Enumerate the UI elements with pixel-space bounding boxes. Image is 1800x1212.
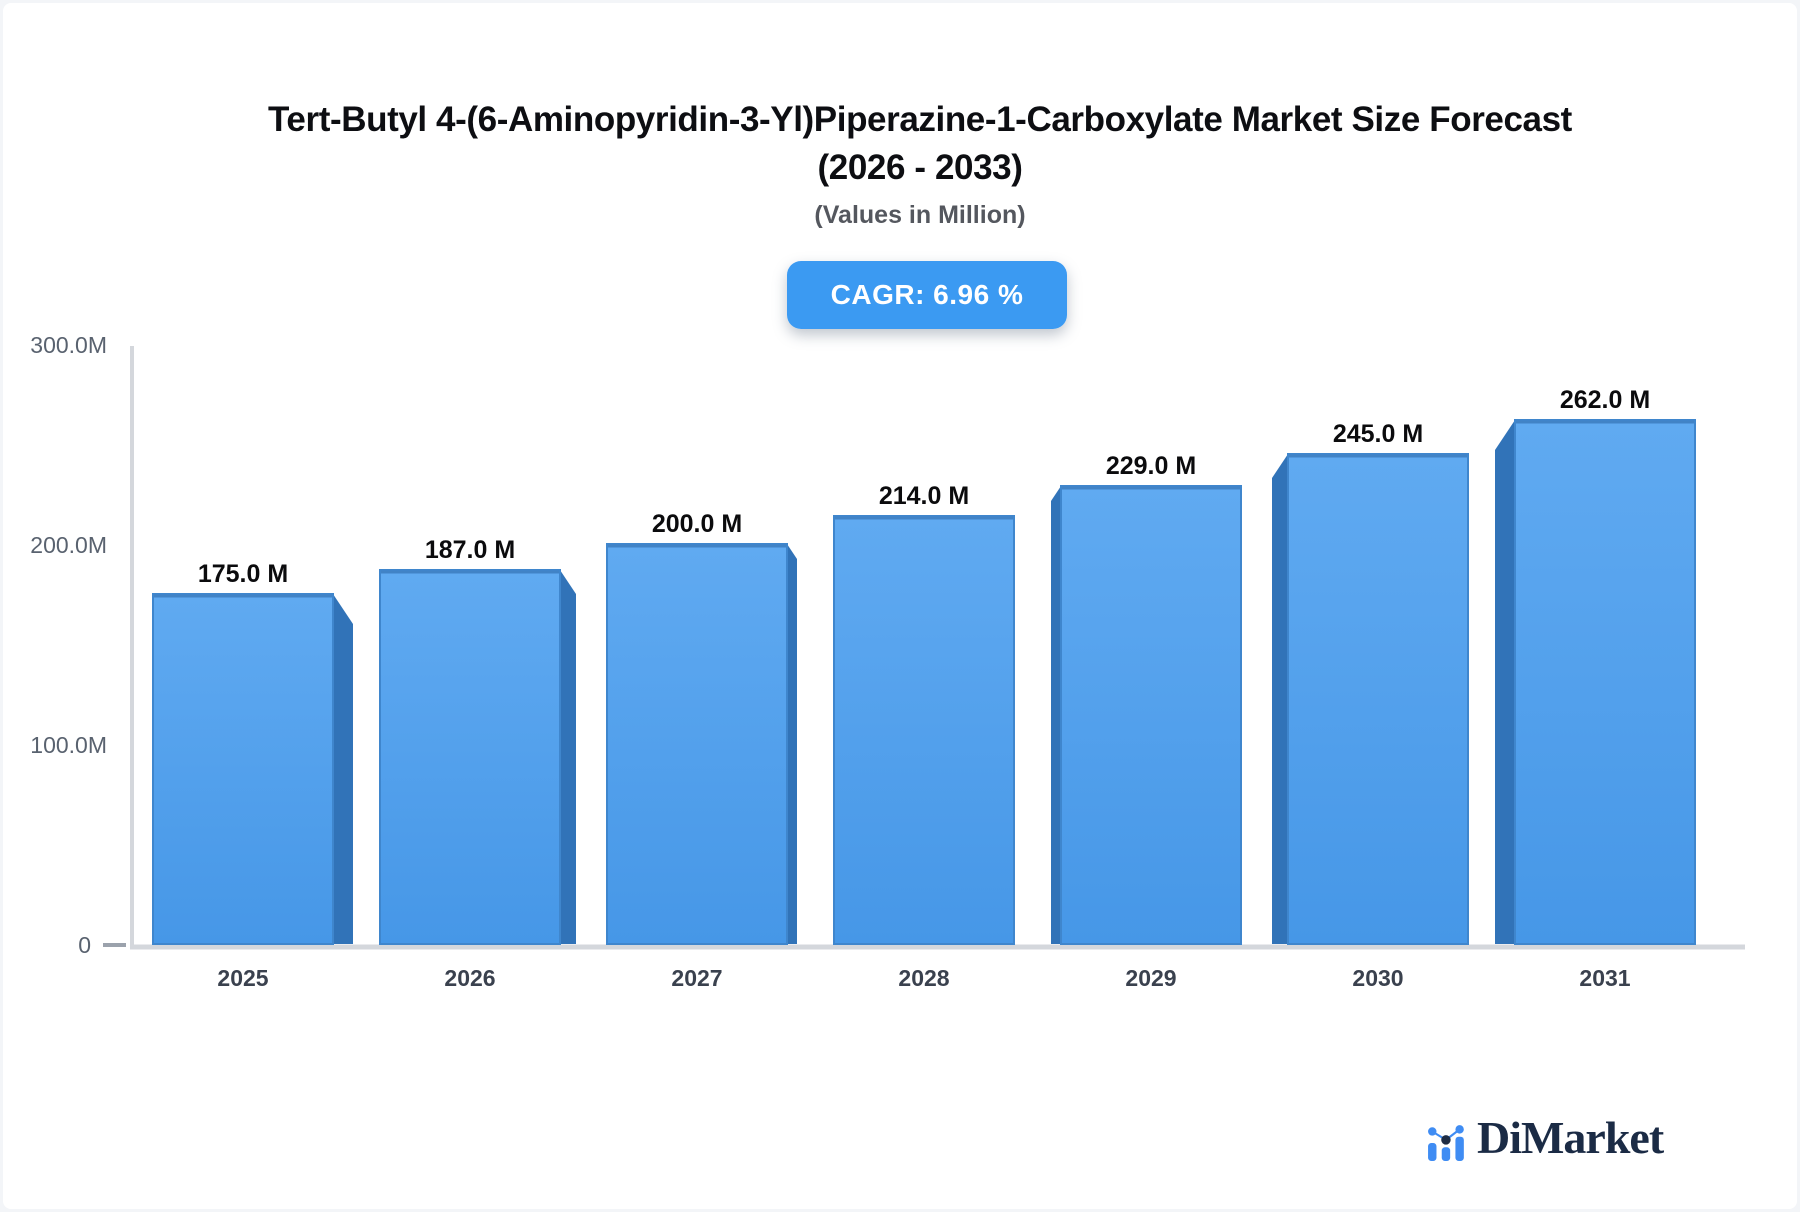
logo-bar-middle	[1441, 1147, 1451, 1161]
chart-title: Tert-Butyl 4-(6-Aminopyridin-3-Yl)Pipera…	[268, 100, 1572, 139]
x-axis-label-2029: 2029	[1125, 965, 1176, 991]
x-axis-label-2030: 2030	[1352, 965, 1403, 991]
bar-value-label-2031: 262.0 M	[1560, 386, 1650, 414]
y-axis-tick-200.0M: 200.0M	[30, 532, 107, 558]
bar-side	[333, 594, 353, 944]
bar-face[interactable]	[379, 569, 561, 945]
bar-value-label-2027: 200.0 M	[652, 510, 742, 538]
x-axis-label-2026: 2026	[444, 965, 495, 991]
bar-2030[interactable]	[1272, 453, 1469, 945]
bar-2027[interactable]	[606, 543, 797, 945]
x-axis-label-2028: 2028	[898, 965, 949, 991]
dimarket-logo-text: DiMarket	[1477, 1112, 1664, 1163]
bar-2025[interactable]	[152, 593, 353, 945]
bar-value-label-2029: 229.0 M	[1106, 452, 1196, 480]
bar-value-label-2028: 214.0 M	[879, 482, 969, 510]
bar-face[interactable]	[152, 593, 334, 945]
bar-face[interactable]	[833, 515, 1015, 945]
bar-chart: 300.0M 200.0M 100.0M 0 175.0 M 2025 187.0 M 202…	[30, 332, 1745, 991]
bar-2029[interactable]	[1051, 485, 1242, 945]
x-axis-label-2031: 2031	[1579, 965, 1630, 991]
bar-face[interactable]	[1287, 453, 1469, 945]
bar-side	[787, 544, 797, 944]
bar-face[interactable]	[606, 543, 788, 945]
logo-bar-left	[1428, 1143, 1437, 1161]
dimarket-logo-icon	[1428, 1125, 1464, 1161]
logo-dot-right	[1455, 1125, 1464, 1134]
chart-subtitle: (Values in Million)	[814, 201, 1026, 229]
bar-face[interactable]	[1060, 485, 1242, 945]
bar-side	[1051, 486, 1061, 944]
bar-value-label-2030: 245.0 M	[1333, 420, 1423, 448]
chart-header: Tert-Butyl 4-(6-Aminopyridin-3-Yl)Pipera…	[43, 96, 1797, 236]
dimarket-logo: DiMarket	[1427, 1101, 1747, 1161]
logo-dot-middle	[1441, 1135, 1451, 1145]
y-axis-tick-300.0M: 300.0M	[30, 332, 107, 358]
x-axis-label-2025: 2025	[217, 965, 268, 991]
bar-side	[1495, 420, 1515, 944]
logo-bar-right	[1455, 1136, 1464, 1161]
chart-title-years: (2026 - 2033)	[817, 148, 1023, 187]
bar-value-label-2025: 175.0 M	[198, 560, 288, 588]
bar-2026[interactable]	[379, 569, 576, 945]
bar-side	[1272, 454, 1288, 944]
bar-value-label-2026: 187.0 M	[425, 536, 515, 564]
x-axis-label-2027: 2027	[671, 965, 722, 991]
logo-dot-left	[1428, 1127, 1437, 1136]
y-axis-tick-0: 0	[78, 932, 91, 958]
bar-side	[560, 570, 576, 944]
y-axis-tick-100.0M: 100.0M	[30, 732, 107, 758]
cagr-badge: CAGR: 6.96 %	[787, 261, 1067, 329]
chart-card: Tert-Butyl 4-(6-Aminopyridin-3-Yl)Pipera…	[3, 3, 1797, 1209]
bar-2031[interactable]	[1495, 419, 1696, 945]
bar-2028[interactable]	[833, 515, 1015, 945]
bar-face[interactable]	[1514, 419, 1696, 945]
